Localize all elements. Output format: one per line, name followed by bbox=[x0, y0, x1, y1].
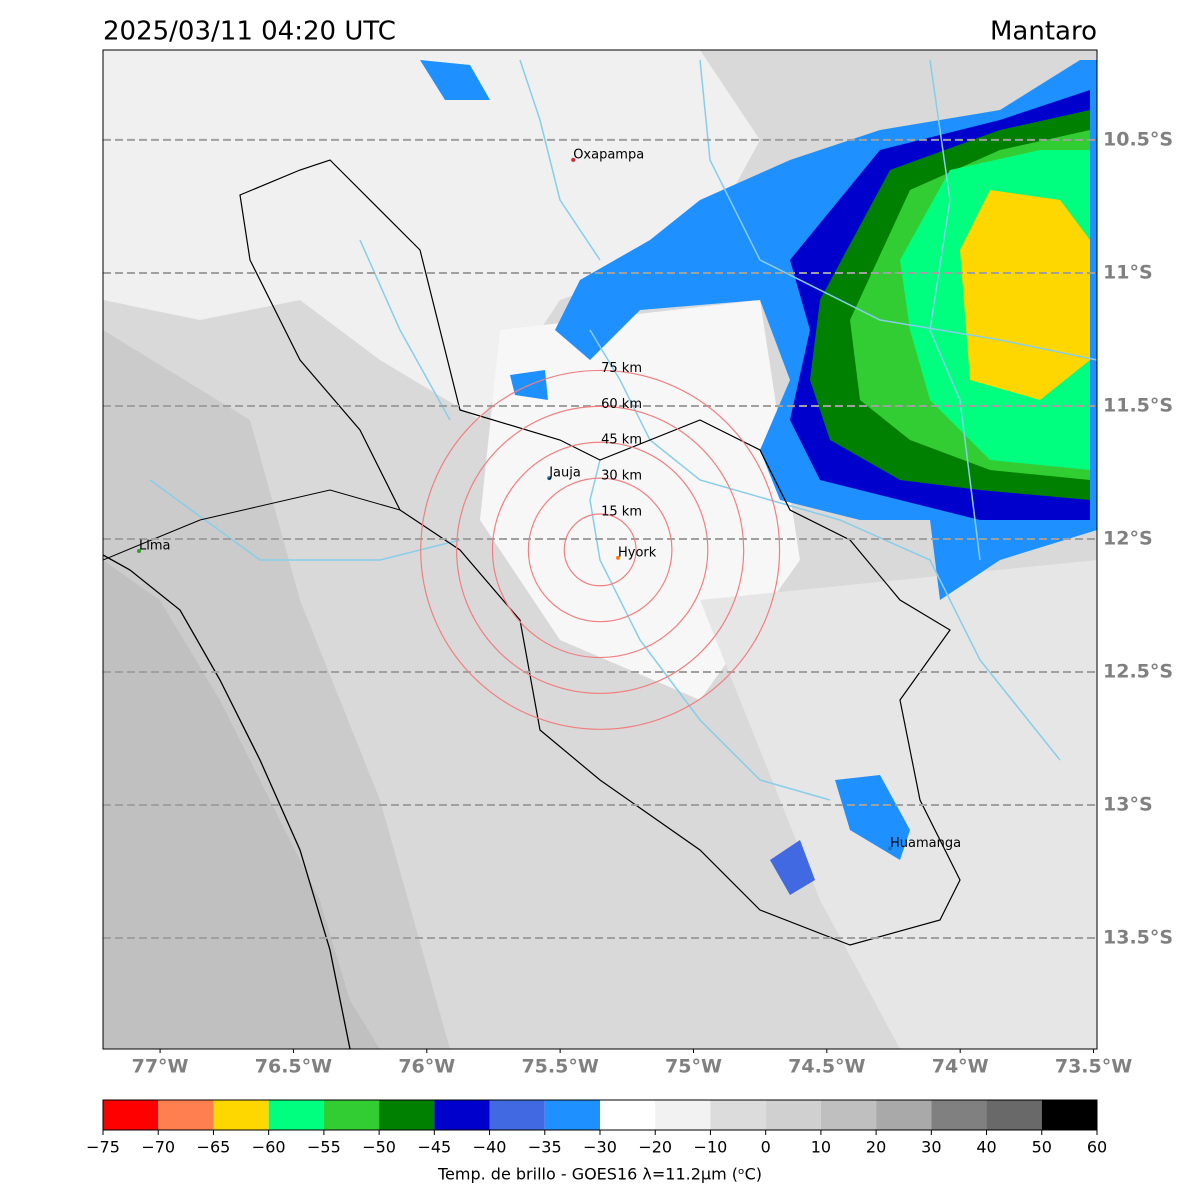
cold-cloud bbox=[770, 840, 815, 895]
colorbar-segment bbox=[158, 1100, 214, 1130]
range-ring bbox=[563, 513, 637, 587]
lon-tick-label: 76.5°W bbox=[255, 1056, 332, 1078]
colorbar-tick-label: −30 bbox=[583, 1138, 617, 1157]
colorbar-segment bbox=[268, 1100, 324, 1130]
range-ring-label: 60 km bbox=[601, 397, 642, 412]
lon-tick-label: 74°W bbox=[932, 1056, 989, 1078]
lon-tick-label: 77°W bbox=[132, 1056, 189, 1078]
colorbar-segment bbox=[1041, 1100, 1097, 1130]
colorbar-segment bbox=[820, 1100, 877, 1130]
place-label: Huamanga bbox=[890, 836, 961, 851]
region-boundary bbox=[103, 489, 401, 561]
colorbar-tick-label: −60 bbox=[252, 1138, 286, 1157]
colorbar-segment bbox=[600, 1100, 656, 1130]
place-marker bbox=[888, 846, 893, 851]
colorbar-tick-label: 0 bbox=[761, 1138, 771, 1157]
range-ring bbox=[420, 369, 781, 730]
colorbar-tick-label: 60 bbox=[1087, 1138, 1107, 1157]
colorbar-tick-label: −10 bbox=[694, 1138, 728, 1157]
range-ring-label: 15 km bbox=[601, 505, 642, 520]
place-marker bbox=[616, 555, 621, 560]
colorbar-tick-label: −45 bbox=[417, 1138, 451, 1157]
range-ring-label: 45 km bbox=[601, 433, 642, 448]
colorbar-tick-label: −55 bbox=[307, 1138, 341, 1157]
place-label: Jauja bbox=[548, 466, 581, 481]
place-label: Lima bbox=[139, 538, 170, 553]
colorbar-segment bbox=[655, 1100, 711, 1130]
colorbar-tick-label: −75 bbox=[86, 1138, 120, 1157]
colorbar-tick-label: −70 bbox=[141, 1138, 175, 1157]
colorbar-tick-label: −65 bbox=[197, 1138, 231, 1157]
colorbar-segment bbox=[765, 1100, 821, 1130]
lon-tick-label: 74.5°W bbox=[788, 1056, 865, 1078]
colorbar-segment bbox=[544, 1100, 600, 1130]
range-ring bbox=[491, 441, 709, 659]
colorbar-segment bbox=[710, 1100, 766, 1130]
rivers bbox=[149, 59, 1097, 801]
place-marker bbox=[547, 476, 552, 481]
lat-tick-label: 13°S bbox=[1103, 794, 1153, 816]
colorbar-segment bbox=[876, 1100, 932, 1130]
place-label: Oxapampa bbox=[573, 147, 644, 162]
cold-cloud bbox=[835, 775, 910, 860]
range-ring bbox=[455, 405, 745, 695]
lat-tick-label: 11°S bbox=[1103, 261, 1153, 283]
lat-tick-label: 12.5°S bbox=[1103, 661, 1173, 683]
basin-boundary bbox=[239, 159, 961, 946]
coastline bbox=[103, 554, 351, 1049]
colorbar-segment bbox=[986, 1100, 1042, 1130]
colorbar-tick-label: 50 bbox=[1032, 1138, 1052, 1157]
lon-tick-label: 76°W bbox=[398, 1056, 455, 1078]
colorbar-segment bbox=[489, 1100, 545, 1130]
cold-cloud bbox=[960, 190, 1090, 400]
colorbar-tick-label: −20 bbox=[638, 1138, 672, 1157]
colorbar-tick-label: 30 bbox=[921, 1138, 941, 1157]
colorbar-label: Temp. de brillo - GOES16 λ=11.2μm (ᵒC) bbox=[437, 1165, 762, 1184]
lon-tick-label: 75°W bbox=[665, 1056, 722, 1078]
overlay: 15 km 30 km 45 km 60 km 75 km Oxapampa Lima Jau… bbox=[103, 138, 1097, 940]
colorbar-tick-label: −40 bbox=[473, 1138, 507, 1157]
colorbar-tick-label: −35 bbox=[528, 1138, 562, 1157]
range-ring-label: 75 km bbox=[601, 361, 642, 376]
title: 2025/03/11 04:20 UTC bbox=[103, 17, 396, 47]
cold-cloud bbox=[420, 60, 490, 100]
colorbar-segment bbox=[103, 1100, 159, 1130]
range-ring bbox=[527, 477, 673, 623]
colorbar-segment bbox=[379, 1100, 435, 1130]
place-marker bbox=[571, 157, 576, 162]
lon-tick-label: 73.5°W bbox=[1055, 1056, 1132, 1078]
warm-cloud bbox=[103, 50, 760, 420]
colorbar-tick-label: 40 bbox=[976, 1138, 996, 1157]
lat-tick-label: 11.5°S bbox=[1103, 394, 1173, 416]
colorbar-tick-label: 10 bbox=[811, 1138, 831, 1157]
colorbar-segment bbox=[434, 1100, 490, 1130]
colorbar-tick-label: −50 bbox=[362, 1138, 396, 1157]
region-title: Mantaro bbox=[990, 17, 1097, 47]
lat-tick-label: 13.5°S bbox=[1103, 927, 1173, 949]
colorbar-segment bbox=[213, 1100, 269, 1130]
satellite-image bbox=[103, 50, 1097, 1049]
lat-tick-label: 10.5°S bbox=[1103, 128, 1173, 150]
lon-tick-label: 75.5°W bbox=[521, 1056, 598, 1078]
lat-tick-label: 12°S bbox=[1103, 527, 1153, 549]
map-frame bbox=[102, 49, 1098, 1050]
place-label: Hyork bbox=[618, 545, 657, 560]
place-marker bbox=[137, 548, 142, 553]
colorbar-segment bbox=[323, 1100, 380, 1130]
colorbar-segment bbox=[931, 1100, 987, 1130]
colorbar-tick-label: 20 bbox=[866, 1138, 886, 1157]
range-ring-label: 30 km bbox=[601, 469, 642, 484]
